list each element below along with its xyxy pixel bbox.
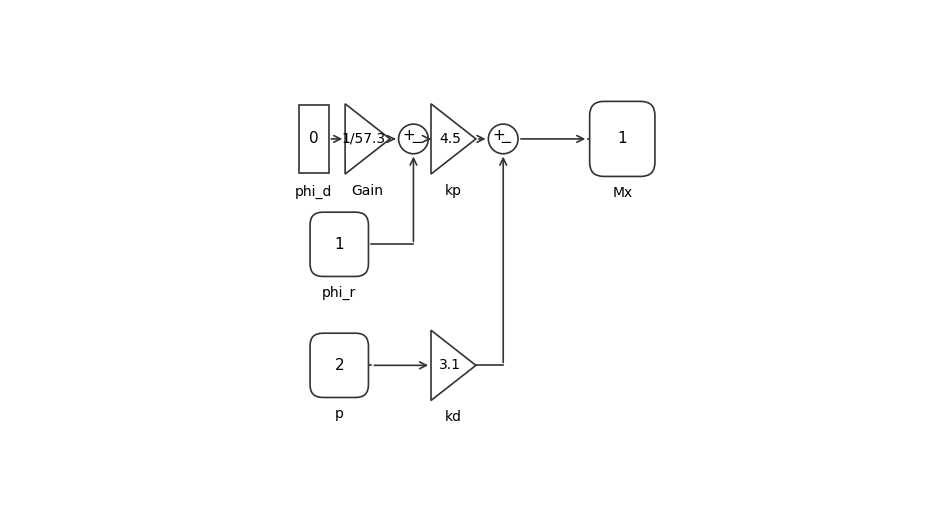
Text: 1: 1 [618, 131, 627, 147]
Text: +: + [493, 128, 505, 143]
Text: 1/57.3: 1/57.3 [342, 132, 386, 146]
Text: Gain: Gain [352, 184, 384, 198]
Text: kd: kd [445, 410, 462, 424]
Text: 0: 0 [309, 131, 319, 147]
Ellipse shape [399, 124, 429, 154]
Text: p: p [335, 407, 344, 421]
Text: +: + [402, 128, 415, 143]
Text: phi_r: phi_r [322, 286, 356, 300]
Polygon shape [345, 104, 390, 174]
FancyBboxPatch shape [310, 212, 368, 276]
Text: 2: 2 [335, 358, 344, 373]
Text: −: − [410, 135, 423, 150]
FancyBboxPatch shape [589, 101, 655, 176]
Text: 4.5: 4.5 [439, 132, 461, 146]
Polygon shape [431, 104, 476, 174]
Text: Mx: Mx [612, 186, 633, 200]
Text: 1: 1 [335, 237, 344, 252]
Text: kp: kp [445, 184, 462, 198]
FancyBboxPatch shape [310, 333, 368, 397]
Bar [299, 105, 328, 173]
Text: −: − [500, 135, 512, 150]
Text: 3.1: 3.1 [439, 358, 461, 372]
Ellipse shape [489, 124, 518, 154]
Polygon shape [431, 330, 476, 401]
Text: phi_d: phi_d [295, 185, 333, 199]
